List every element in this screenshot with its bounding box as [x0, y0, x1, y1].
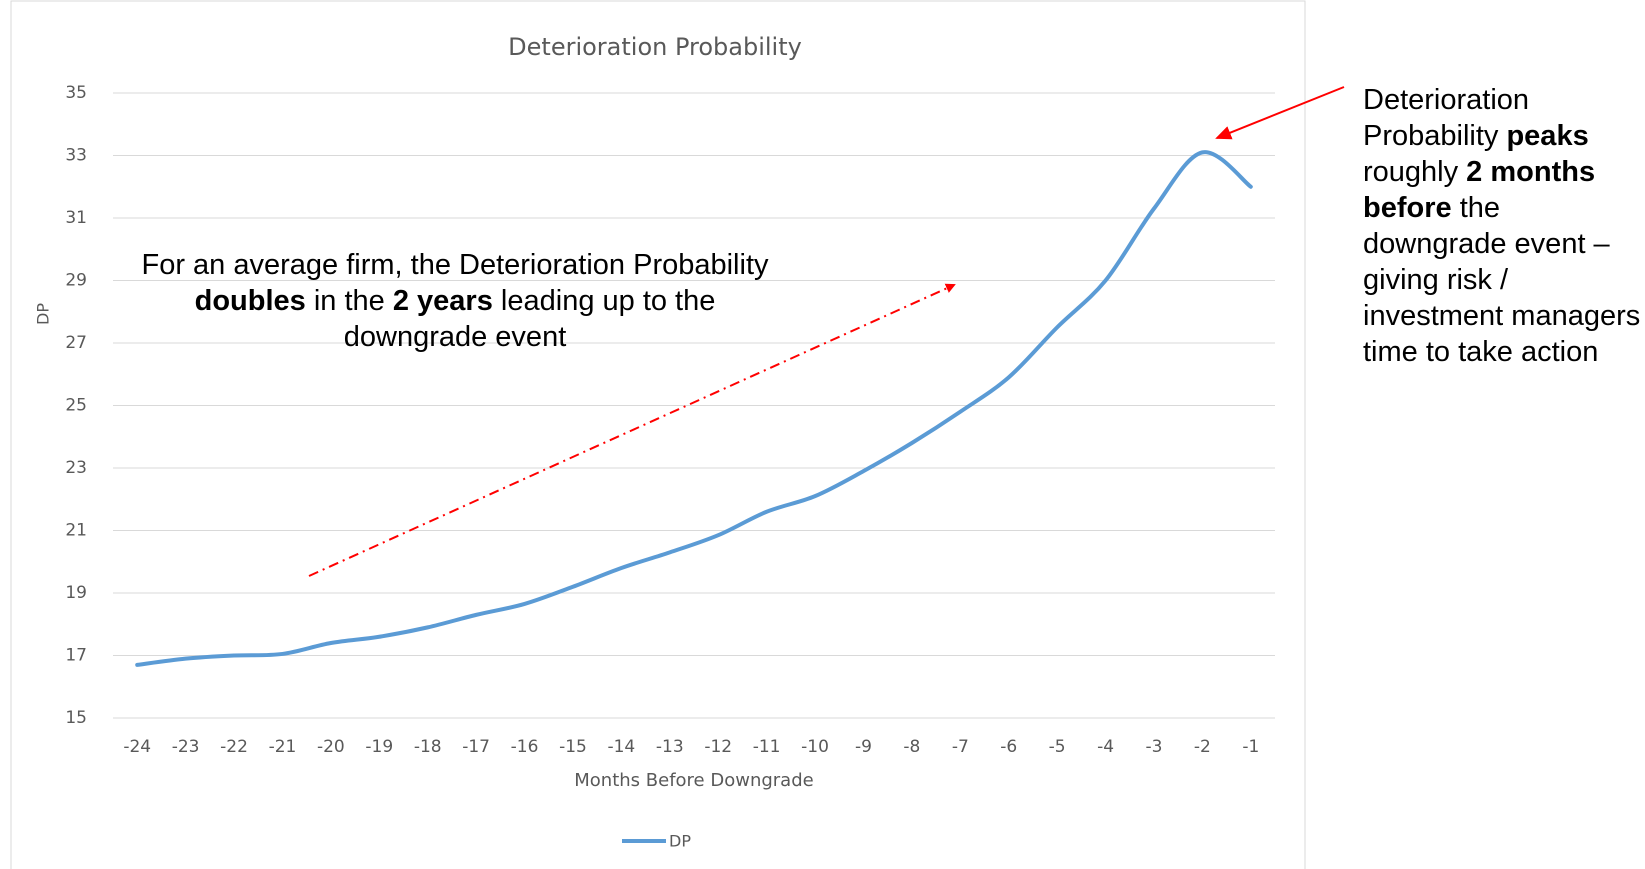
annotation-text: 2 years	[392, 285, 493, 317]
y-tick-label: 33	[65, 146, 87, 166]
annotation-right: Deterioration Probability peaks roughly …	[1363, 82, 1645, 370]
x-tick-label: -18	[414, 737, 442, 757]
annotation-text: Deterioration Probability	[1363, 84, 1530, 152]
x-tick-label: -9	[855, 737, 872, 757]
x-tick-label: -24	[123, 737, 151, 757]
y-tick-label: 21	[65, 521, 87, 541]
x-tick-label: -22	[220, 737, 248, 757]
x-tick-label: -3	[1145, 737, 1162, 757]
y-axis-label: DP	[34, 303, 53, 325]
trend-arrow	[308, 283, 956, 577]
y-tick-label: 29	[65, 271, 87, 291]
chart-title: Deterioration Probability	[508, 33, 802, 61]
y-tick-label: 35	[65, 83, 87, 103]
annotation-text: the downgrade event – giving risk / inve…	[1363, 192, 1641, 368]
annotation-text: For an average firm, the Deterioration P…	[141, 249, 769, 281]
x-tick-label: -12	[704, 737, 732, 757]
x-tick-label: -15	[559, 737, 587, 757]
x-tick-label: -6	[1000, 737, 1017, 757]
x-tick-label: -10	[801, 737, 829, 757]
y-tick-label: 27	[65, 333, 87, 353]
x-axis-label: Months Before Downgrade	[574, 770, 813, 791]
annotation-text: in the	[305, 285, 393, 317]
annotation-left: For an average firm, the Deterioration P…	[140, 247, 770, 355]
chart-frame	[10, 0, 1306, 869]
x-tick-label: -4	[1097, 737, 1114, 757]
annotation-text: peaks	[1506, 120, 1589, 152]
x-tick-label: -8	[903, 737, 920, 757]
y-tick-label: 23	[65, 458, 87, 478]
y-tick-label: 31	[65, 208, 87, 228]
x-tick-label: -7	[952, 737, 969, 757]
y-tick-label: 19	[65, 583, 87, 603]
y-tick-label: 25	[65, 396, 87, 416]
legend: DP	[622, 832, 691, 851]
x-tick-label: -17	[462, 737, 490, 757]
x-tick-label: -20	[317, 737, 345, 757]
x-tick-label: -13	[656, 737, 684, 757]
x-tick-label: -16	[511, 737, 539, 757]
y-tick-label: 15	[65, 708, 87, 728]
annotation-text: 2 months before	[1363, 156, 1596, 224]
annotation-text: doubles	[194, 285, 306, 317]
y-tick-label: 17	[65, 646, 87, 666]
data-line	[135, 150, 1253, 667]
x-tick-label: -11	[753, 737, 781, 757]
x-tick-label: -19	[365, 737, 393, 757]
x-tick-label: -2	[1194, 737, 1211, 757]
annotation-text: leading up to the downgrade event	[343, 285, 716, 353]
x-tick-label: -21	[269, 737, 297, 757]
annotation-text: roughly	[1363, 156, 1467, 188]
legend-label: DP	[669, 832, 691, 851]
x-tick-label: -1	[1242, 737, 1259, 757]
x-tick-label: -23	[172, 737, 200, 757]
x-tick-label: -5	[1049, 737, 1066, 757]
peak-arrow	[1215, 86, 1345, 140]
x-tick-label: -14	[607, 737, 635, 757]
